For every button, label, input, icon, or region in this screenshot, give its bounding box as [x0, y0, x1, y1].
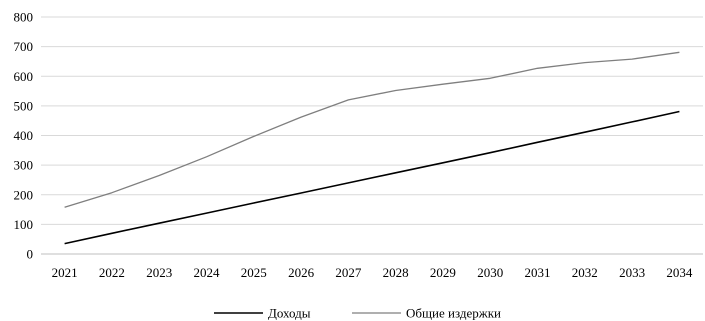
x-tick-label: 2024 [194, 265, 221, 280]
y-tick-label: 200 [14, 187, 34, 202]
x-tick-label: 2032 [572, 265, 598, 280]
gridlines [41, 16, 703, 255]
x-tick-label: 2028 [383, 265, 409, 280]
x-axis-tick-labels: 2021 2022 2023 2024 2025 2026 2027 2028 2029 2030… [52, 265, 693, 280]
y-axis-tick-labels: 0 100 200 300 400 500 600 700 800 [14, 10, 34, 262]
x-tick-label: 2021 [52, 265, 78, 280]
x-tick-label: 2026 [288, 265, 315, 280]
y-tick-label: 500 [14, 98, 34, 113]
x-tick-label: 2031 [525, 265, 551, 280]
x-tick-label: 2034 [666, 265, 693, 280]
y-tick-label: 700 [14, 39, 34, 54]
x-tick-label: 2023 [146, 265, 172, 280]
y-tick-label: 400 [14, 128, 34, 143]
x-tick-label: 2030 [477, 265, 503, 280]
series-lines [64, 51, 680, 245]
y-tick-label: 800 [14, 10, 34, 25]
x-tick-label: 2022 [99, 265, 125, 280]
x-tick-label: 2027 [335, 265, 362, 280]
x-tick-label: 2033 [619, 265, 645, 280]
x-tick-label: 2029 [430, 265, 456, 280]
y-tick-label: 100 [14, 217, 34, 232]
y-tick-label: 0 [27, 247, 34, 262]
y-tick-label: 600 [14, 69, 34, 84]
legend: Доходы Общие издержки [214, 306, 501, 321]
x-tick-label: 2025 [241, 265, 267, 280]
legend-label-2: Общие издержки [406, 306, 501, 321]
series-line-2 [64, 51, 680, 208]
series-line-1 [64, 110, 680, 245]
legend-label-1: Доходы [268, 306, 311, 321]
y-tick-label: 300 [14, 158, 34, 173]
